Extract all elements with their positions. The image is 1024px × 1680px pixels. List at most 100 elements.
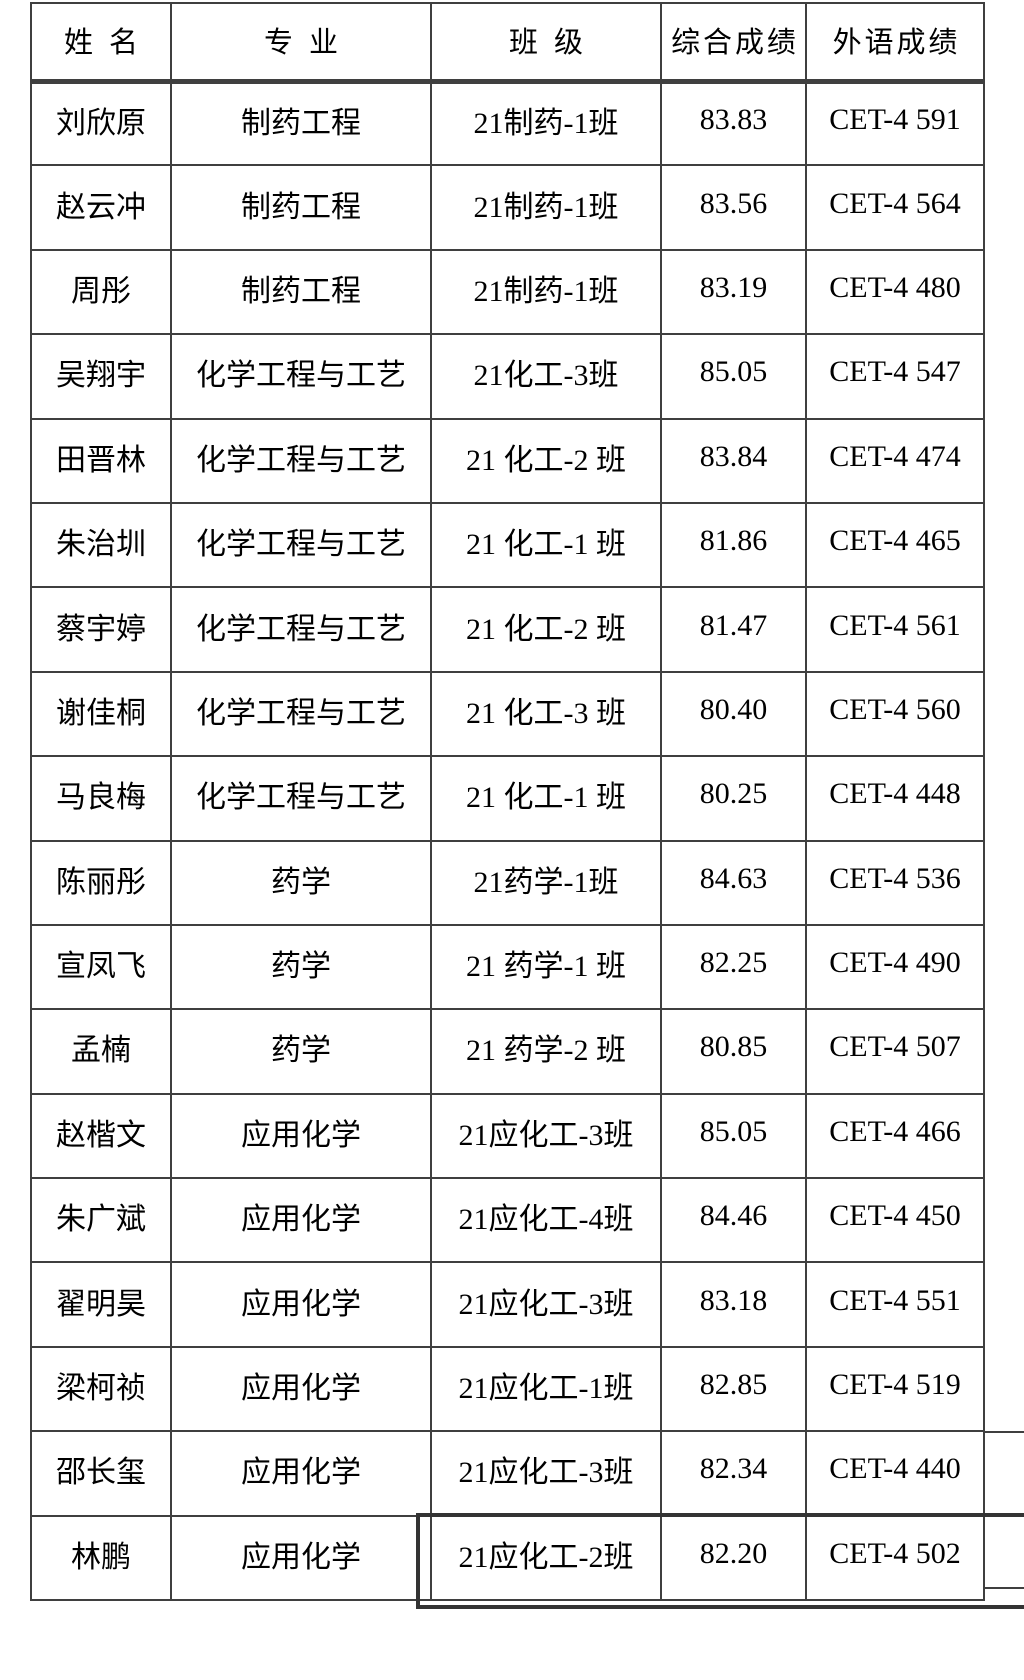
table-body: 刘欣原 制药工程 21制药-1班 83.83 CET-4 591 赵云冲 制药工程 21制药-… [30,79,985,1602]
class-cell: 21化工-3班 [430,333,662,420]
class-cell: 21 化工-2 班 [430,586,662,673]
cet-cell: CET-4 466 [805,1092,985,1180]
table-row: 邵长玺 应用化学 21应化工-3班 82.34 CET-4 440 [30,1430,985,1517]
score-cell: 82.20 [660,1514,807,1602]
table-row: 翟明昊 应用化学 21应化工-3班 83.18 CET-4 551 [30,1261,985,1348]
name-cell: 谢佳桐 [30,670,172,758]
class-cell: 21 化工-2 班 [430,417,662,504]
major-cell: 药学 [170,1008,432,1095]
table-row: 田晋林 化学工程与工艺 21 化工-2 班 83.84 CET-4 474 [30,417,985,504]
table-row: 梁柯祯 应用化学 21应化工-1班 82.85 CET-4 519 [30,1345,985,1433]
name-cell: 邵长玺 [30,1430,172,1517]
name-cell: 周彤 [30,248,172,336]
major-cell: 化学工程与工艺 [170,501,432,589]
name-cell: 朱治圳 [30,501,172,589]
cet-cell: CET-4 474 [805,417,985,504]
header-row: 姓名 专业 班级 综合成绩 外语成绩 [30,2,985,84]
cet-cell: CET-4 591 [805,79,985,167]
cet-cell: CET-4 480 [805,248,985,336]
cet-cell: CET-4 560 [805,670,985,758]
major-cell: 应用化学 [170,1092,432,1180]
name-cell: 马良梅 [30,755,172,842]
table-row: 朱广斌 应用化学 21应化工-4班 84.46 CET-4 450 [30,1177,985,1264]
name-cell: 梁柯祯 [30,1345,172,1433]
major-cell: 应用化学 [170,1261,432,1348]
table-row: 马良梅 化学工程与工艺 21 化工-1 班 80.25 CET-4 448 [30,755,985,842]
name-cell: 蔡宇婷 [30,586,172,673]
cet-cell: CET-4 502 [805,1514,985,1602]
score-cell: 82.85 [660,1345,807,1433]
major-cell: 化学工程与工艺 [170,417,432,504]
class-cell: 21 药学-1 班 [430,923,662,1011]
major-cell: 应用化学 [170,1514,432,1602]
major-cell: 制药工程 [170,248,432,336]
class-cell: 21制药-1班 [430,79,662,167]
continuation-row-line [985,1587,1024,1589]
col-header-score: 综合成绩 [660,2,807,84]
table-row: 吴翔宇 化学工程与工艺 21化工-3班 85.05 CET-4 547 [30,333,985,420]
table-row: 周彤 制药工程 21制药-1班 83.19 CET-4 480 [30,248,985,336]
major-cell: 化学工程与工艺 [170,586,432,673]
class-cell: 21 药学-2 班 [430,1008,662,1095]
table-row: 宣凤飞 药学 21 药学-1 班 82.25 CET-4 490 [30,923,985,1011]
score-cell: 83.19 [660,248,807,336]
table-row: 朱治圳 化学工程与工艺 21 化工-1 班 81.86 CET-4 465 [30,501,985,589]
score-cell: 80.85 [660,1008,807,1095]
major-cell: 应用化学 [170,1430,432,1517]
class-cell: 21应化工-1班 [430,1345,662,1433]
cet-cell: CET-4 519 [805,1345,985,1433]
name-cell: 林鹏 [30,1514,172,1602]
score-cell: 83.18 [660,1261,807,1348]
class-cell: 21 化工-3 班 [430,670,662,758]
cet-cell: CET-4 547 [805,333,985,420]
name-cell: 翟明昊 [30,1261,172,1348]
score-cell: 82.34 [660,1430,807,1517]
cet-cell: CET-4 448 [805,755,985,842]
class-cell: 21制药-1班 [430,164,662,251]
score-cell: 85.05 [660,333,807,420]
cet-cell: CET-4 564 [805,164,985,251]
class-cell: 21制药-1班 [430,248,662,336]
table-row: 赵楷文 应用化学 21应化工-3班 85.05 CET-4 466 [30,1092,985,1180]
table-row: 谢佳桐 化学工程与工艺 21 化工-3 班 80.40 CET-4 560 [30,670,985,758]
name-cell: 田晋林 [30,417,172,504]
cet-cell: CET-4 490 [805,923,985,1011]
name-cell: 赵楷文 [30,1092,172,1180]
score-cell: 82.25 [660,923,807,1011]
name-cell: 宣凤飞 [30,923,172,1011]
table-row: 刘欣原 制药工程 21制药-1班 83.83 CET-4 591 [30,79,985,167]
major-cell: 药学 [170,839,432,926]
class-cell: 21应化工-2班 [430,1514,662,1602]
cet-cell: CET-4 536 [805,839,985,926]
score-cell: 83.84 [660,417,807,504]
row-divider-extension-line [985,1431,1024,1433]
score-cell: 84.46 [660,1177,807,1264]
cet-cell: CET-4 465 [805,501,985,589]
class-cell: 21应化工-3班 [430,1261,662,1348]
name-cell: 陈丽彤 [30,839,172,926]
col-header-major: 专业 [170,2,432,84]
table-row: 林鹏 应用化学 21应化工-2班 82.20 CET-4 502 [30,1514,985,1602]
table-row: 陈丽彤 药学 21药学-1班 84.63 CET-4 536 [30,839,985,926]
score-cell: 80.25 [660,755,807,842]
cet-cell: CET-4 440 [805,1430,985,1517]
major-cell: 化学工程与工艺 [170,755,432,842]
class-cell: 21 化工-1 班 [430,501,662,589]
major-cell: 应用化学 [170,1345,432,1433]
major-cell: 制药工程 [170,79,432,167]
score-cell: 81.47 [660,586,807,673]
name-cell: 吴翔宇 [30,333,172,420]
table-row: 赵云冲 制药工程 21制药-1班 83.56 CET-4 564 [30,164,985,251]
class-cell: 21药学-1班 [430,839,662,926]
major-cell: 化学工程与工艺 [170,333,432,420]
col-header-name: 姓名 [30,2,172,84]
score-cell: 83.83 [660,79,807,167]
cet-cell: CET-4 507 [805,1008,985,1095]
score-cell: 83.56 [660,164,807,251]
major-cell: 制药工程 [170,164,432,251]
major-cell: 应用化学 [170,1177,432,1264]
cet-cell: CET-4 561 [805,586,985,673]
major-cell: 药学 [170,923,432,1011]
name-cell: 赵云冲 [30,164,172,251]
